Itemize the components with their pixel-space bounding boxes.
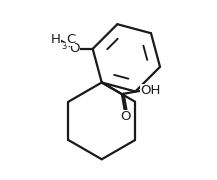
Text: O: O	[121, 111, 131, 123]
Text: OH: OH	[140, 84, 161, 98]
Text: C: C	[66, 33, 75, 46]
Text: 3: 3	[62, 42, 67, 51]
Text: O: O	[70, 42, 80, 55]
Text: H: H	[51, 33, 61, 46]
